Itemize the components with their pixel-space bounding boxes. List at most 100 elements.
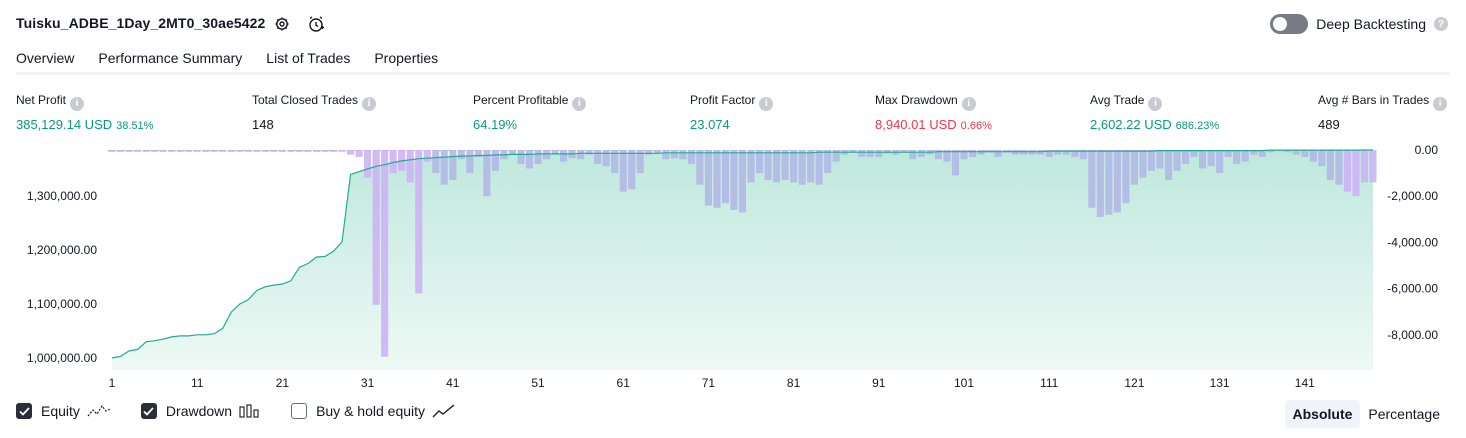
equity-drawdown-chart[interactable]: 1,300,000.00 1,200,000.00 1,100,000.00 1,00…	[0, 138, 1466, 398]
drawdown-bar	[917, 150, 925, 157]
right-tick-label: -6,000.00	[1387, 282, 1438, 296]
metric-value: 64.19%	[473, 116, 518, 132]
info-icon[interactable]: i	[70, 96, 85, 111]
drawdown-bar	[679, 150, 687, 160]
drawdown-bar	[1139, 150, 1147, 178]
drawdown-bar	[1216, 150, 1224, 174]
drawdown-bar	[1147, 150, 1155, 171]
x-tick-label: 101	[954, 376, 974, 390]
drawdown-bar	[577, 150, 585, 160]
metric-avg-bars: Avg # Bars in Trades i 489	[1318, 93, 1448, 132]
x-tick-label: 11	[191, 376, 204, 390]
drawdown-bar	[1335, 150, 1343, 185]
drawdown-bar	[1224, 150, 1232, 157]
left-tick-label: 1,100,000.00	[27, 297, 97, 311]
alert-clock-plus-icon[interactable]	[306, 14, 326, 34]
drawdown-bar	[1190, 150, 1198, 157]
drawdown-bar	[1096, 150, 1104, 217]
help-question-icon[interactable]: ?	[1434, 17, 1448, 31]
metric-avg-trade: Avg Trade i 2,602.22 USD 686.23%	[1090, 93, 1219, 132]
bars-icon	[239, 404, 261, 418]
deep-backtesting-toggle[interactable]	[1270, 14, 1309, 34]
legend-drawdown[interactable]: Drawdown	[140, 403, 261, 419]
drawdown-bar	[406, 150, 414, 183]
metric-value: 489	[1318, 116, 1340, 132]
info-icon[interactable]: i	[572, 96, 587, 111]
drawdown-bar	[278, 150, 286, 152]
tab-overview[interactable]: Overview	[16, 46, 75, 75]
drawdown-bar	[193, 150, 201, 152]
buy-hold-checkbox[interactable]	[291, 403, 308, 419]
drawdown-bar	[1062, 150, 1070, 155]
drawdown-bar	[466, 150, 474, 174]
drawdown-bar	[662, 150, 670, 160]
equity-checkbox[interactable]	[16, 403, 32, 419]
drawdown-bar	[236, 150, 244, 152]
drawdown-bar	[159, 150, 167, 152]
drawdown-bar	[798, 150, 806, 185]
x-tick-label: 121	[1124, 376, 1144, 390]
deep-backtesting-control: Deep Backtesting ?	[1270, 14, 1448, 34]
chart-legend: Equity Drawdown Buy & hold equity	[16, 403, 486, 419]
drawdown-bar	[423, 150, 431, 162]
drawdown-bar	[585, 150, 593, 155]
drawdown-bar	[151, 150, 159, 152]
drawdown-bar	[108, 150, 116, 152]
info-icon[interactable]: i	[1148, 96, 1163, 111]
drawdown-bar	[508, 150, 516, 155]
drawdown-bar	[355, 150, 363, 157]
metric-net-profit: Net Profit i 385,129.14 USD 38.51%	[16, 93, 153, 132]
info-icon[interactable]: i	[362, 96, 377, 111]
drawdown-bar	[168, 150, 176, 152]
drawdown-bar	[457, 150, 465, 160]
x-tick-label: 31	[361, 376, 375, 390]
drawdown-bar	[960, 150, 968, 160]
drawdown-bar	[628, 150, 636, 190]
drawdown-bar	[636, 150, 644, 174]
drawdown-bar	[1258, 150, 1266, 157]
x-tick-label: 71	[702, 376, 716, 390]
drawdown-bar	[517, 150, 525, 164]
legend-equity[interactable]: Equity	[16, 403, 111, 419]
drawdown-bar	[117, 150, 125, 152]
drawdown-bar	[687, 150, 695, 164]
drawdown-bar	[934, 150, 942, 160]
metric-label: Total Closed Trades	[252, 93, 359, 107]
x-tick-label: 141	[1295, 376, 1315, 390]
settings-gear-icon[interactable]	[272, 14, 292, 34]
drawdown-bar	[295, 150, 303, 152]
drawdown-checkbox[interactable]	[140, 403, 157, 419]
drawdown-bar	[875, 150, 883, 157]
right-tick-label: -4,000.00	[1387, 235, 1438, 249]
percentage-button[interactable]: Percentage	[1368, 406, 1440, 422]
x-axis: 1 11 21 31 41 51 61 71 81 91 101 111 121 131 141	[109, 376, 1315, 390]
left-axis: 1,300,000.00 1,200,000.00 1,100,000.00 1,00…	[27, 189, 97, 365]
tab-properties[interactable]: Properties	[374, 50, 439, 66]
tabs-divider	[16, 72, 1450, 75]
metric-value: 148	[252, 116, 274, 132]
metric-label: Net Profit	[16, 93, 67, 107]
left-tick-label: 1,200,000.00	[27, 243, 97, 257]
drawdown-bar	[1267, 150, 1275, 153]
drawdown-bar	[713, 150, 721, 208]
tab-list-of-trades[interactable]: List of Trades	[266, 50, 351, 66]
drawdown-bar	[364, 150, 372, 178]
drawdown-bar	[253, 150, 261, 152]
info-icon[interactable]: i	[759, 96, 774, 111]
drawdown-bar	[1292, 150, 1300, 155]
absolute-button[interactable]: Absolute	[1284, 400, 1361, 428]
right-tick-label: -8,000.00	[1387, 328, 1438, 342]
drawdown-bar	[176, 150, 184, 152]
legend-buy-hold[interactable]: Buy & hold equity	[291, 403, 456, 419]
drawdown-bar	[832, 150, 840, 162]
value-mode-switch: Absolute Percentage	[1284, 400, 1449, 428]
tab-performance-summary[interactable]: Performance Summary	[98, 50, 243, 66]
drawdown-bar	[551, 150, 559, 155]
drawdown-bar	[1156, 150, 1164, 169]
info-icon[interactable]: i	[961, 96, 976, 111]
metric-label: Avg Trade	[1090, 93, 1145, 107]
info-icon[interactable]: i	[1433, 96, 1448, 111]
toggle-knob	[1273, 17, 1288, 31]
drawdown-bar	[1105, 150, 1113, 215]
drawdown-bar	[372, 150, 380, 305]
